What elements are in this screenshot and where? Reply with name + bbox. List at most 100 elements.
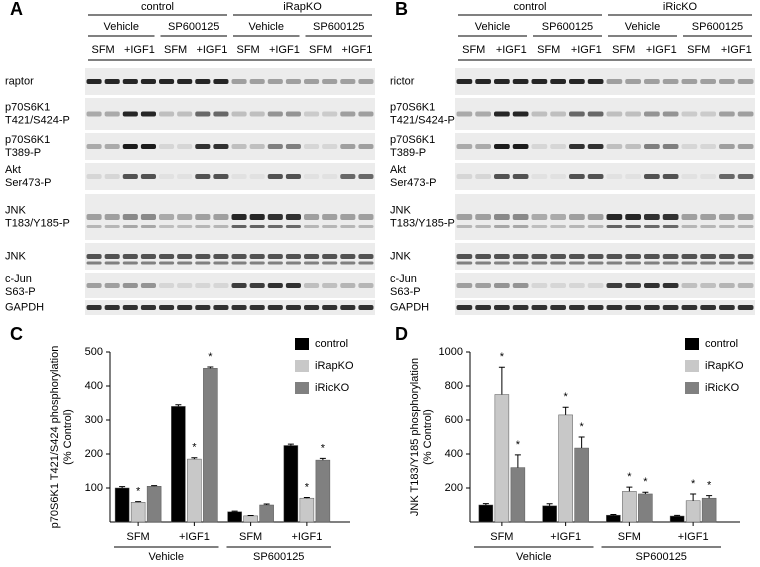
band [195,283,210,288]
band [195,144,210,149]
condition-label: +IGF1 [269,44,300,56]
band [195,112,210,117]
band [232,283,247,288]
band [105,254,120,259]
band [550,79,566,84]
band [550,283,566,288]
band [700,112,716,117]
band [700,262,716,265]
band [738,79,754,84]
row-label: p70S6K1 [390,134,435,146]
band [340,225,355,228]
legend-label: control [705,338,738,350]
bar [622,491,636,522]
band [719,305,735,310]
band [607,305,623,310]
band [340,262,355,265]
x-tick-label: +IGF1 [179,531,210,543]
band [159,262,174,265]
y-axis-label: (% Control) [422,409,434,465]
band [682,79,698,84]
band [87,262,102,265]
band [532,283,548,288]
band [141,305,156,310]
significance-label: * [208,351,213,363]
band [663,262,679,265]
bar [228,512,242,522]
band [177,283,192,288]
band [607,283,623,288]
bar [300,498,314,522]
band [195,79,210,84]
band [87,225,102,228]
band [475,79,491,84]
band [607,214,623,220]
band [513,262,529,265]
band [588,262,604,265]
band [250,214,265,220]
band [738,225,754,228]
band [340,214,355,220]
band [532,112,548,117]
band [475,283,491,288]
band [268,305,283,310]
band [513,144,529,149]
band [250,254,265,259]
legend-swatch [685,338,699,350]
subgroup-label: SP600125 [692,21,743,33]
band [213,144,228,149]
bar [187,459,201,522]
row-label: T183/Y185-P [5,217,70,229]
band [457,214,473,220]
band [738,305,754,310]
group-label: Vehicle [149,551,184,562]
band [232,262,247,265]
band [475,144,491,149]
significance-label: * [643,476,648,488]
band [457,225,473,228]
band [123,214,138,220]
band [475,262,491,265]
band [322,262,337,265]
band [588,283,604,288]
band [663,144,679,149]
band [738,283,754,288]
row-label: T389-P [5,147,41,159]
subgroup-label: SP600125 [313,21,364,33]
band [105,144,120,149]
band [105,79,120,84]
bar [559,415,573,522]
band [159,283,174,288]
significance-label: * [136,486,141,498]
band [232,174,247,179]
band [141,144,156,149]
band [268,262,283,265]
band [682,174,698,179]
band [663,283,679,288]
band [607,144,623,149]
band [494,283,510,288]
band [304,174,319,179]
significance-label: * [627,471,632,483]
band [663,305,679,310]
band [663,214,679,220]
bar [244,516,258,522]
band [177,79,192,84]
band [532,79,548,84]
band [304,214,319,220]
group-label: SP600125 [636,551,687,562]
y-tick-label: 800 [445,380,463,392]
band [550,144,566,149]
band [625,214,641,220]
row-label: p70S6K1 [5,134,50,146]
band [358,112,373,117]
y-tick-label: 100 [85,482,103,494]
bar [147,486,161,522]
band [644,305,660,310]
band [213,283,228,288]
band [682,305,698,310]
subgroup-label: Vehicle [104,21,139,33]
band [286,254,301,259]
band [268,214,283,220]
